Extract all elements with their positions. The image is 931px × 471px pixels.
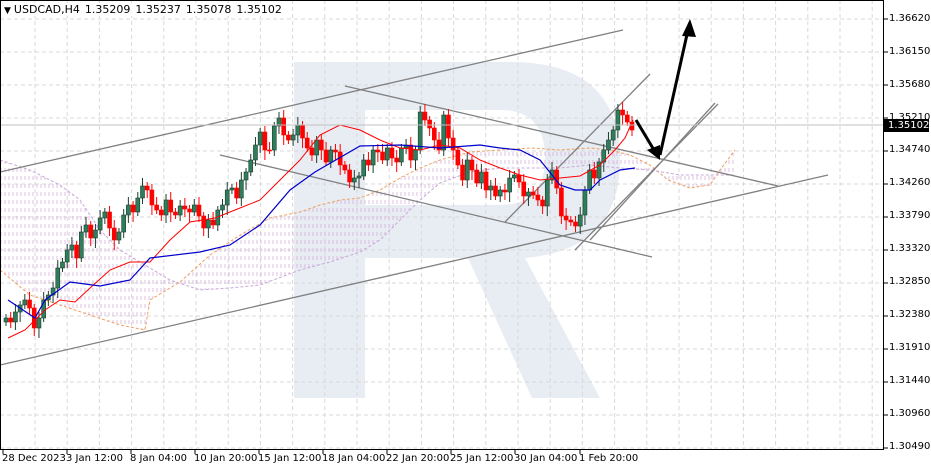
price-label: 1.30490: [889, 441, 931, 452]
symbol-label: USDCAD,H4: [13, 3, 80, 16]
time-label: 15 Jan 12:00: [258, 453, 322, 464]
price-label: 1.35210: [889, 112, 931, 123]
ichimoku-cloud: [0, 147, 736, 331]
price-label: 1.34260: [889, 177, 931, 188]
low-value: 1.35078: [185, 3, 232, 16]
time-label: 22 Jan 20:00: [386, 453, 450, 464]
forecast-arrows: [634, 19, 696, 160]
high-value: 1.35237: [135, 3, 181, 16]
collapse-triangle-icon[interactable]: ▼: [4, 6, 11, 16]
price-label: 1.36150: [889, 46, 931, 57]
time-label: 25 Jan 12:00: [450, 453, 514, 464]
watermark-logo: [294, 62, 620, 398]
price-label: 1.32850: [889, 276, 931, 287]
chart-title: ▼ USDCAD,H4 1.35209 1.35237 1.35078 1.35102: [4, 3, 285, 16]
price-label: 1.31440: [889, 375, 931, 386]
time-label: 1 Feb 20:00: [579, 453, 639, 464]
price-label: 1.33790: [889, 210, 931, 221]
candlesticks: [3, 102, 635, 338]
price-label: 1.32380: [889, 309, 931, 320]
open-value: 1.35209: [84, 3, 131, 16]
ichimoku-lines: [7, 119, 636, 339]
time-axis-ticks: [2, 449, 581, 454]
time-label: 10 Jan 20:00: [194, 453, 258, 464]
price-label: 1.30960: [889, 408, 931, 419]
chart-frame: [0, 0, 884, 450]
price-label: 1.31910: [889, 342, 931, 353]
current-price-tag: 1.35102: [884, 119, 929, 132]
time-label: 28 Dec 2023: [2, 453, 66, 464]
time-label: 18 Jan 04:00: [322, 453, 386, 464]
trend-lines: [0, 29, 829, 366]
close-value: 1.35102: [236, 3, 282, 16]
price-label: 1.34740: [889, 144, 931, 155]
time-label: 30 Jan 04:00: [514, 453, 578, 464]
price-label: 1.35680: [889, 79, 931, 90]
time-label: 8 Jan 04:00: [130, 453, 187, 464]
grid-lines: [0, 0, 884, 449]
price-label: 1.33320: [889, 243, 931, 254]
price-label: 1.36620: [889, 13, 931, 24]
time-label: 3 Jan 12:00: [66, 453, 123, 464]
price-axis-ticks: [884, 18, 888, 449]
